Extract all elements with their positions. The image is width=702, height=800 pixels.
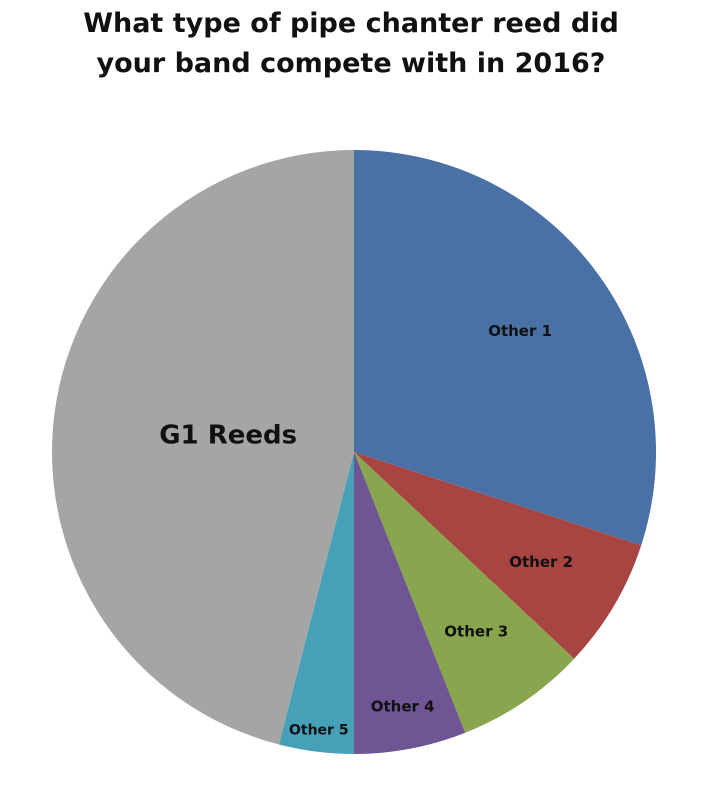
- pie-slice: [52, 150, 354, 745]
- pie-slice: [354, 452, 575, 733]
- chart-title: What type of pipe chanter reed did your …: [83, 8, 619, 79]
- pie-slice: [278, 452, 354, 754]
- slice-label: G1 Reeds: [159, 421, 297, 451]
- slice-label: Other 3: [444, 622, 508, 640]
- slice-label: Other 4: [371, 698, 435, 716]
- slice-label: Other 5: [289, 723, 349, 739]
- slice-label: Other 2: [509, 553, 573, 571]
- pie-slice: [354, 452, 466, 754]
- pie-slice: [354, 452, 642, 659]
- slice-label: Other 1: [488, 322, 552, 340]
- pie-slice: [354, 150, 656, 546]
